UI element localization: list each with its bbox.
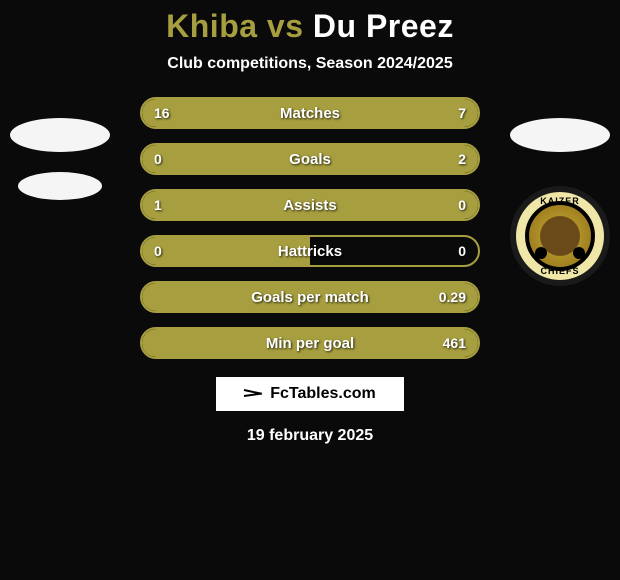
left-badge-1 [10, 118, 110, 152]
right-badges: KAIZER CHIEFS [510, 118, 610, 286]
club-badge-ball-icon [535, 247, 547, 259]
club-badge-ball-icon [573, 247, 585, 259]
date-text: 19 february 2025 [247, 427, 373, 445]
brand-logo-icon [244, 387, 264, 401]
club-badge-inner [525, 201, 595, 271]
stat-value-right: 461 [443, 335, 466, 351]
stat-row: 0Hattricks0 [140, 235, 480, 267]
stat-value-right: 2 [458, 151, 466, 167]
stats-list: 16Matches70Goals21Assists00Hattricks0Goa… [140, 97, 480, 359]
stat-label: Goals [142, 151, 478, 168]
stat-value-right: 7 [458, 105, 466, 121]
stat-label: Min per goal [142, 335, 478, 352]
left-badge-2 [18, 172, 102, 200]
stat-label: Assists [142, 197, 478, 214]
stat-row: 16Matches7 [140, 97, 480, 129]
stat-row: Min per goal461 [140, 327, 480, 359]
stat-label: Matches [142, 105, 478, 122]
stat-value-right: 0 [458, 197, 466, 213]
vs-text: vs [267, 8, 304, 44]
stat-value-right: 0 [458, 243, 466, 259]
right-badge-1 [510, 118, 610, 152]
page-title: Khiba vs Du Preez [166, 8, 454, 45]
brand-badge[interactable]: FcTables.com [216, 377, 404, 411]
club-badge-kaizer-chiefs: KAIZER CHIEFS [510, 186, 610, 286]
subtitle: Club competitions, Season 2024/2025 [167, 55, 452, 73]
stat-row: 0Goals2 [140, 143, 480, 175]
player2-name: Du Preez [313, 8, 454, 44]
stat-label: Goals per match [142, 289, 478, 306]
comparison-card: Khiba vs Du Preez Club competitions, Sea… [0, 0, 620, 580]
stat-label: Hattricks [142, 243, 478, 260]
brand-text: FcTables.com [270, 385, 376, 403]
stat-value-right: 0.29 [439, 289, 466, 305]
left-badges [10, 118, 110, 200]
club-badge-text-bottom: CHIEFS [540, 266, 579, 276]
stat-row: 1Assists0 [140, 189, 480, 221]
player1-name: Khiba [166, 8, 257, 44]
stat-row: Goals per match0.29 [140, 281, 480, 313]
